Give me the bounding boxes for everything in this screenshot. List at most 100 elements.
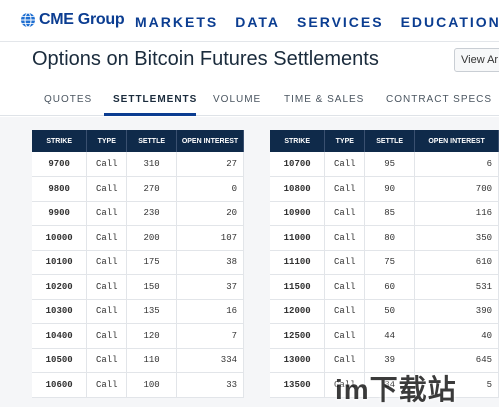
settle-cell: 175	[126, 250, 178, 275]
strike-cell: 13000	[270, 348, 326, 373]
logo-text: CME Group	[39, 11, 125, 28]
settle-cell: 310	[126, 152, 178, 177]
type-cell: Call	[324, 323, 366, 349]
strike-cell: 10600	[32, 372, 88, 398]
type-cell: Call	[86, 201, 128, 226]
open-interest-cell: 390	[414, 299, 499, 324]
tab-contract-specs[interactable]: CONTRACT SPECS	[386, 94, 493, 105]
column-header-settle[interactable]: SETTLE	[126, 130, 178, 152]
column-header-strike[interactable]: STRIKE	[270, 130, 326, 152]
main-nav: MARKETS DATA SERVICES EDUCATION	[135, 14, 499, 30]
tab-settlements[interactable]: SETTLEMENTS	[113, 94, 198, 105]
type-cell: Call	[86, 372, 128, 398]
strike-cell: 10900	[270, 201, 326, 226]
type-cell: Call	[324, 176, 366, 202]
site-watermark: im下载站	[335, 374, 457, 405]
table-row: 10400 Call 120 7	[32, 323, 244, 349]
tab-time-sales[interactable]: TIME & SALES	[284, 94, 365, 105]
open-interest-cell: 350	[414, 225, 499, 251]
table-header-row: STRIKE TYPE SETTLE OPEN INTEREST	[32, 130, 244, 152]
type-cell: Call	[86, 274, 128, 300]
open-interest-cell: 6	[414, 152, 499, 177]
open-interest-cell: 700	[414, 176, 499, 202]
nav-services[interactable]: SERVICES	[297, 14, 384, 30]
open-interest-cell: 0	[176, 176, 244, 202]
type-cell: Call	[324, 152, 366, 177]
strike-cell: 11000	[270, 225, 326, 251]
column-header-type[interactable]: TYPE	[324, 130, 366, 152]
settle-cell: 90	[364, 176, 416, 202]
type-cell: Call	[324, 274, 366, 300]
table-row: 10300 Call 135 16	[32, 299, 244, 324]
column-header-settle[interactable]: SETTLE	[364, 130, 416, 152]
settle-cell: 75	[364, 250, 416, 275]
type-cell: Call	[324, 348, 366, 373]
settle-cell: 95	[364, 152, 416, 177]
settle-cell: 120	[126, 323, 178, 349]
top-navigation-bar: CME Group MARKETS DATA SERVICES EDUCATIO…	[0, 0, 499, 42]
table-row: 10600 Call 100 33	[32, 372, 244, 398]
strike-cell: 10200	[32, 274, 88, 300]
open-interest-cell: 5	[414, 372, 499, 398]
table-row: 9900 Call 230 20	[32, 201, 244, 226]
active-tab-indicator	[104, 113, 196, 116]
strike-cell: 12500	[270, 323, 326, 349]
settle-cell: 60	[364, 274, 416, 300]
table-row: 11500 Call 60 531	[270, 274, 499, 300]
column-header-open-interest[interactable]: OPEN INTEREST	[414, 130, 499, 152]
strike-cell: 9800	[32, 176, 88, 202]
strike-cell: 10500	[32, 348, 88, 373]
type-cell: Call	[86, 176, 128, 202]
table-header-row: STRIKE TYPE SETTLE OPEN INTEREST	[270, 130, 499, 152]
open-interest-cell: 334	[176, 348, 244, 373]
type-cell: Call	[86, 299, 128, 324]
type-cell: Call	[86, 323, 128, 349]
strike-cell: 13500	[270, 372, 326, 398]
strike-cell: 9700	[32, 152, 88, 177]
column-header-type[interactable]: TYPE	[86, 130, 128, 152]
open-interest-cell: 33	[176, 372, 244, 398]
open-interest-cell: 116	[414, 201, 499, 226]
settle-cell: 39	[364, 348, 416, 373]
table-row: 12500 Call 44 40	[270, 323, 499, 349]
open-interest-cell: 38	[176, 250, 244, 275]
table-row: 11000 Call 80 350	[270, 225, 499, 251]
table-row: 10500 Call 110 334	[32, 348, 244, 373]
table-row: 13500 Call 34 5	[270, 372, 499, 398]
product-tabs: QUOTES SETTLEMENTS VOLUME TIME & SALES C…	[0, 84, 499, 116]
tab-volume[interactable]: VOLUME	[213, 94, 262, 105]
type-cell: Call	[324, 299, 366, 324]
table-row: 9700 Call 310 27	[32, 152, 244, 177]
table-row: 10800 Call 90 700	[270, 176, 499, 202]
settle-cell: 200	[126, 225, 178, 251]
table-row: 10700 Call 95 6	[270, 152, 499, 177]
page-title: Options on Bitcoin Futures Settlements	[32, 48, 379, 70]
open-interest-cell: 645	[414, 348, 499, 373]
view-archive-button[interactable]: View Ar	[454, 48, 499, 72]
nav-markets[interactable]: MARKETS	[135, 14, 219, 30]
settle-cell: 110	[126, 348, 178, 373]
tab-quotes[interactable]: QUOTES	[44, 94, 93, 105]
nav-education[interactable]: EDUCATION	[400, 14, 499, 30]
column-header-strike[interactable]: STRIKE	[32, 130, 88, 152]
open-interest-cell: 610	[414, 250, 499, 275]
cme-group-logo[interactable]: CME Group	[20, 10, 125, 30]
settle-cell: 44	[364, 323, 416, 349]
strike-cell: 10700	[270, 152, 326, 177]
column-header-open-interest[interactable]: OPEN INTEREST	[176, 130, 244, 152]
settle-cell: 50	[364, 299, 416, 324]
strike-cell: 10100	[32, 250, 88, 275]
type-cell: Call	[86, 225, 128, 251]
table-row: 11100 Call 75 610	[270, 250, 499, 275]
settle-cell: 80	[364, 225, 416, 251]
nav-data[interactable]: DATA	[235, 14, 281, 30]
type-cell: Call	[86, 250, 128, 275]
table-row: 10000 Call 200 107	[32, 225, 244, 251]
open-interest-cell: 20	[176, 201, 244, 226]
settle-cell: 230	[126, 201, 178, 226]
strike-cell: 10800	[270, 176, 326, 202]
open-interest-cell: 40	[414, 323, 499, 349]
strike-cell: 11100	[270, 250, 326, 275]
type-cell: Call	[324, 372, 366, 398]
open-interest-cell: 107	[176, 225, 244, 251]
